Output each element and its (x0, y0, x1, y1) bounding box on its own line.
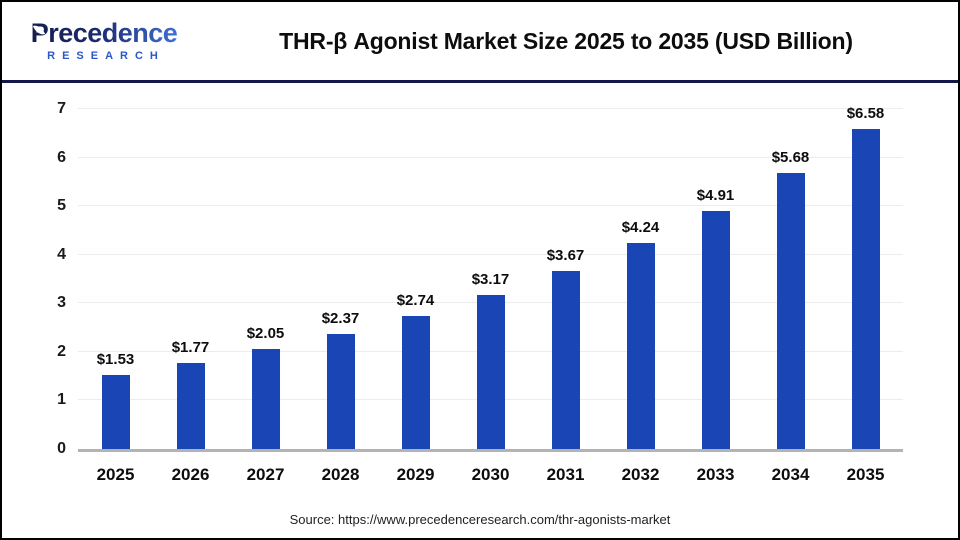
bar-slot-2027: $2.05 2027 (228, 109, 303, 484)
y-axis-tick-2: 2 (57, 342, 66, 360)
logo-wordmark-wrap: Precedence (31, 20, 178, 47)
title-wrap: THR-β Agonist Market Size 2025 to 2035 (… (188, 28, 958, 55)
bar-slot-2035: $6.58 2035 (828, 105, 903, 484)
bar-2031 (551, 270, 580, 449)
value-label-2026: $1.77 (171, 339, 210, 357)
bar-slots: $1.53 2025 $1.77 2026 $2.05 2027 $2.37 2028 $2.7… (78, 105, 903, 484)
x-axis-label-2033: 2033 (696, 465, 735, 484)
bar-2029 (401, 315, 430, 449)
bar-2027 (251, 349, 280, 449)
bar-slot-2034: $5.68 2034 (753, 109, 828, 484)
x-axis-label-2028: 2028 (321, 465, 360, 484)
chart-region: 0 1 2 3 4 5 6 7 $1.53 2025 $1.77 2026 $2.05 2027 $2.37… (2, 83, 958, 503)
bar-slot-2029: $2.74 2029 (378, 109, 453, 484)
gridline-y6 (78, 156, 903, 158)
x-axis-label-2035: 2035 (846, 465, 885, 484)
value-label-2029: $2.74 (396, 291, 435, 309)
x-axis-label-2029: 2029 (396, 465, 435, 484)
header: Precedence RESEARCH THR-β Agonist Market… (2, 2, 958, 83)
bar-2034 (776, 173, 805, 449)
y-axis-tick-0: 0 (57, 440, 66, 457)
bar-slot-2025: $1.53 2025 (78, 109, 153, 484)
y-axis-tick-3: 3 (57, 294, 66, 312)
y-axis-tick-1: 1 (57, 391, 66, 409)
value-label-2032: $4.24 (621, 219, 660, 237)
y-axis-tick-7: 7 (57, 100, 66, 117)
source-attribution: Source: https://www.precedenceresearch.c… (289, 512, 671, 527)
value-label-2034: $5.68 (771, 149, 810, 167)
bar-2030 (476, 295, 505, 449)
bar-2028 (326, 333, 355, 449)
bar-slot-2028: $2.37 2028 (303, 109, 378, 484)
chart-title: THR-β Agonist Market Size 2025 to 2035 (… (279, 27, 853, 54)
bar-slot-2026: $1.77 2026 (153, 109, 228, 484)
plot-area: 0 1 2 3 4 5 6 7 $1.53 2025 $1.77 2026 $2.05 2027 $2.37… (57, 100, 903, 484)
value-label-2035: $6.58 (846, 105, 885, 123)
bar-slot-2033: $4.91 2033 (678, 109, 753, 484)
x-axis-label-2030: 2030 (471, 465, 510, 484)
bar-2035 (851, 129, 880, 449)
bar-2032 (626, 243, 655, 449)
bar-slot-2032: $4.24 2032 (603, 109, 678, 484)
bar-2025 (101, 374, 130, 449)
x-axis-label-2031: 2031 (546, 465, 585, 484)
value-label-2033: $4.91 (696, 186, 735, 204)
x-axis-label-2034: 2034 (771, 465, 810, 484)
y-axis-tick-4: 4 (57, 245, 66, 263)
value-label-2030: $3.17 (471, 271, 510, 289)
bar-2033 (701, 210, 730, 449)
value-label-2025: $1.53 (96, 350, 135, 368)
gridline-y4 (78, 253, 903, 255)
logo-subtitle: RESEARCH (47, 50, 165, 62)
x-axis-label-2026: 2026 (171, 465, 210, 484)
bar-slot-2031: $3.67 2031 (528, 109, 603, 484)
gridline-y7 (78, 108, 903, 109)
value-label-2027: $2.05 (246, 325, 285, 343)
value-label-2031: $3.67 (546, 246, 585, 264)
precedence-research-logo: Precedence RESEARCH (20, 20, 188, 63)
value-label-2028: $2.37 (321, 309, 360, 327)
x-axis-label-2025: 2025 (96, 465, 135, 484)
y-axis-tick-6: 6 (57, 148, 66, 166)
x-axis-label-2027: 2027 (246, 465, 285, 484)
logo-wordmark: Precedence (30, 18, 178, 48)
gridline-y5 (78, 205, 903, 207)
bar-2026 (176, 363, 205, 449)
bar-slot-2030: $3.17 2030 (453, 109, 528, 484)
y-axis-tick-5: 5 (57, 197, 66, 215)
x-axis-label-2032: 2032 (621, 465, 660, 484)
